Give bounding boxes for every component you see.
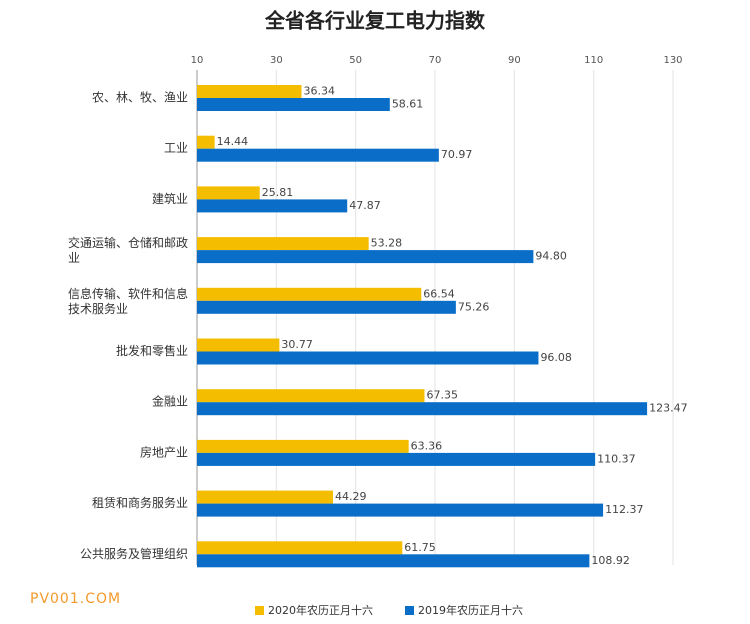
value-label: 94.80	[535, 250, 567, 263]
bar	[197, 237, 369, 251]
category-label: 建筑业	[152, 191, 188, 206]
category-label: 农、林、牧、渔业	[92, 91, 188, 105]
bar	[197, 490, 334, 504]
value-label: 44.29	[335, 490, 367, 503]
value-label: 61.75	[404, 541, 436, 554]
x-tick-label: 130	[663, 55, 682, 66]
bar	[197, 98, 390, 111]
bar	[197, 148, 439, 162]
bar	[197, 300, 456, 314]
category-label: 房地产业	[140, 444, 188, 459]
value-label: 110.37	[597, 452, 636, 465]
bar	[197, 351, 539, 365]
x-tick-label: 70	[429, 55, 442, 66]
x-tick-label: 50	[349, 55, 362, 66]
bar	[197, 135, 215, 149]
value-label: 36.34	[303, 85, 335, 98]
legend-label: 2019年农历正月十六	[418, 603, 523, 617]
chart-title: 全省各行业复工电力指数	[264, 9, 486, 33]
bar	[197, 389, 425, 403]
bar	[197, 338, 280, 352]
bar	[197, 402, 648, 416]
category-label: 交通运输、仓储和邮政业	[68, 235, 188, 265]
watermark: PV001.COM	[30, 591, 121, 607]
value-label: 63.36	[411, 439, 443, 452]
legend-swatch	[255, 606, 264, 615]
bar	[197, 541, 403, 555]
value-label: 53.28	[371, 237, 403, 250]
x-tick-label: 90	[508, 55, 521, 66]
value-label: 30.77	[281, 338, 313, 351]
category-label: 批发和零售业	[116, 343, 188, 358]
value-label: 66.54	[423, 287, 455, 300]
legend-label: 2020年农历正月十六	[268, 603, 373, 617]
category-label: 公共服务及管理组织	[80, 546, 188, 561]
value-label: 123.47	[649, 402, 688, 415]
bar	[197, 452, 596, 466]
category-label: 金融业	[152, 394, 188, 409]
category-label: 租赁和商务服务业	[92, 495, 188, 510]
bar	[197, 186, 260, 200]
category-label: 信息传输、软件和信息技术服务业	[68, 285, 188, 315]
x-tick-label: 30	[270, 55, 283, 66]
bar	[197, 250, 534, 264]
bar	[197, 85, 302, 98]
bar	[197, 554, 590, 568]
value-label: 75.26	[458, 300, 490, 313]
value-label: 58.61	[392, 98, 424, 111]
x-tick-label: 110	[584, 55, 603, 66]
value-label: 14.44	[217, 135, 249, 148]
bar	[197, 439, 409, 453]
category-label: 工业	[164, 141, 188, 155]
value-label: 112.37	[605, 503, 644, 516]
value-label: 67.35	[426, 389, 458, 402]
bar	[197, 503, 604, 517]
bar	[197, 199, 348, 213]
value-label: 108.92	[591, 554, 630, 567]
value-label: 47.87	[349, 199, 381, 212]
x-tick-label: 10	[191, 55, 204, 66]
legend-swatch	[405, 606, 414, 615]
value-label: 70.97	[441, 148, 473, 161]
value-label: 96.08	[540, 351, 572, 364]
bar	[197, 287, 422, 301]
value-label: 25.81	[262, 186, 294, 199]
